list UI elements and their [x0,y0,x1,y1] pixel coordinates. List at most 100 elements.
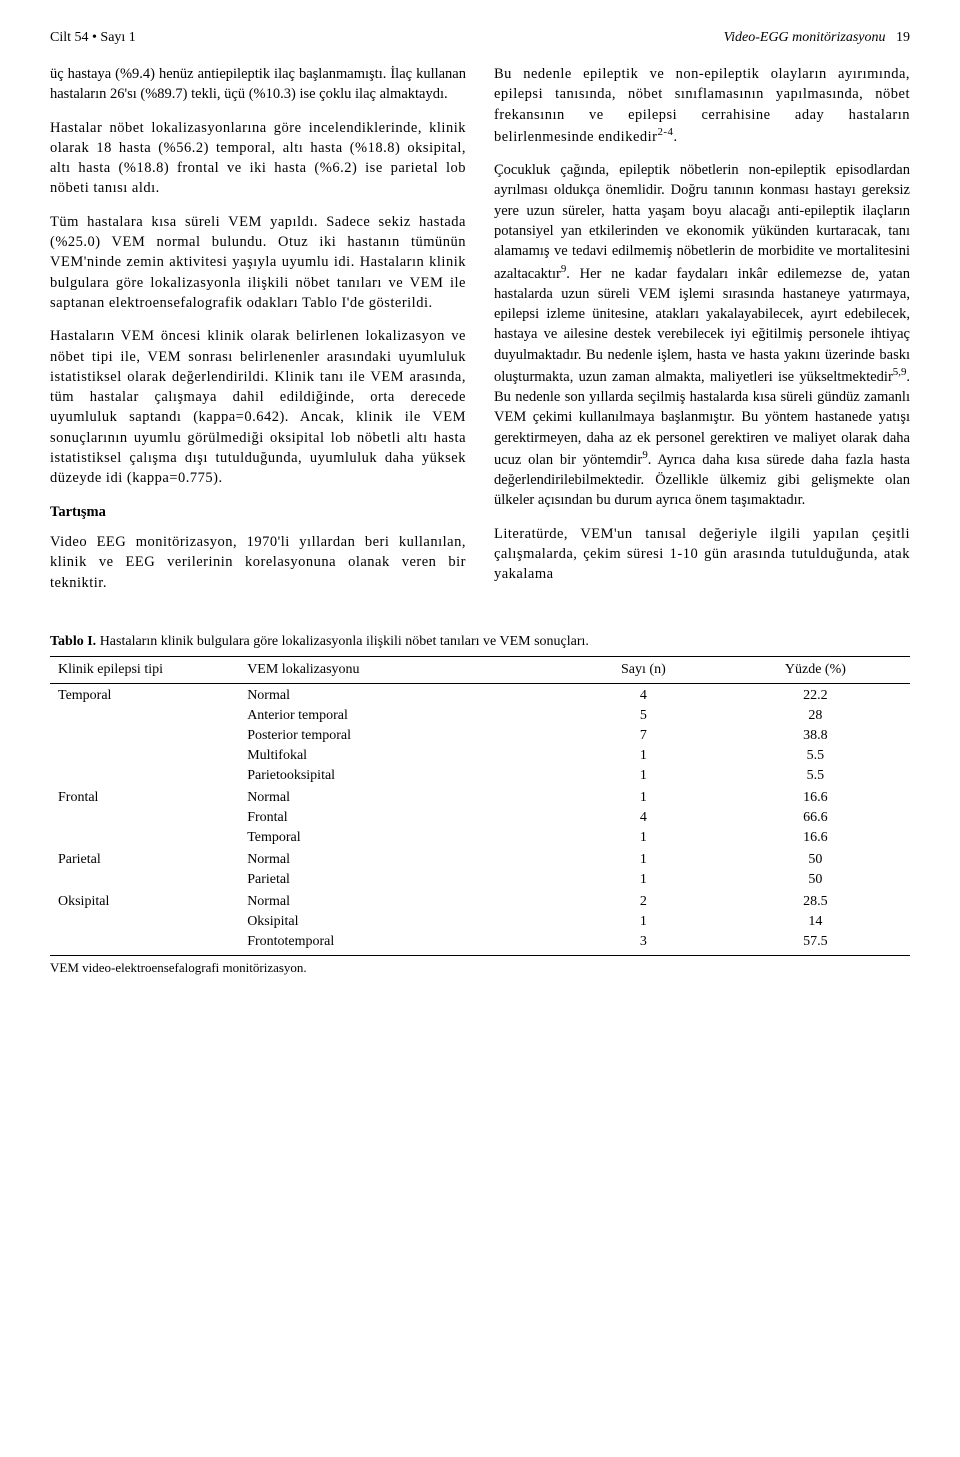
table-cell: Frontotemporal [239,932,566,955]
citation-sup: 2-4 [658,126,674,138]
table-cell: 1 [566,848,721,870]
table-row: Multifokal15.5 [50,746,910,766]
table-cell: 50 [721,848,910,870]
table-cell: 38.8 [721,726,910,746]
table-cell-group [50,828,239,848]
table-cell: 1 [566,828,721,848]
table-body: TemporalNormal422.2Anterior temporal528P… [50,683,910,955]
table-cell: Posterior temporal [239,726,566,746]
header-left: Cilt 54 • Sayı 1 [50,30,136,46]
table-row: Frontal466.6 [50,808,910,828]
paragraph: Bu nedenle epileptik ve non-epileptik ol… [494,64,910,147]
header-right-title: Video-EGG monitörizasyonu [724,30,886,45]
table-cell: 4 [566,808,721,828]
table-row: Parietal150 [50,870,910,890]
table-cell-group [50,766,239,786]
paragraph-text: Çocukluk çağında, epileptik nöbetlerin n… [494,162,910,281]
table-header-cell: Klinik epilepsi tipi [50,656,239,683]
table-cell: 16.6 [721,828,910,848]
paragraph: Hastaların VEM öncesi klinik olarak beli… [50,326,466,488]
paragraph-text: . Her ne kadar faydaları inkâr edilemezs… [494,265,910,384]
body-columns: üç hastaya (%9.4) henüz antiepileptik il… [50,64,910,606]
table-caption-text: Hastaların klinik bulgulara göre lokaliz… [96,634,589,649]
table-header-row: Klinik epilepsi tipi VEM lokalizasyonu S… [50,656,910,683]
table-cell-group: Frontal [50,786,239,808]
table-cell: 7 [566,726,721,746]
paragraph: Tüm hastalara kısa süreli VEM yapıldı. S… [50,212,466,313]
paragraph: Literatürde, VEM'un tanısal değeriyle il… [494,524,910,585]
table-cell-group: Oksipital [50,890,239,912]
right-column: Bu nedenle epileptik ve non-epileptik ol… [494,64,910,606]
table-row: Parietooksipital15.5 [50,766,910,786]
table-cell: 1 [566,870,721,890]
paragraph: Hastalar nöbet lokalizasyonlarına göre i… [50,118,466,199]
header-right: Video-EGG monitörizasyonu 19 [724,30,910,46]
table-cell: 4 [566,683,721,706]
table-cell: 5.5 [721,746,910,766]
table-cell: 57.5 [721,932,910,955]
table-cell: 5 [566,706,721,726]
table-cell-group [50,706,239,726]
table-cell: Normal [239,890,566,912]
table-cell-group [50,870,239,890]
table-cell: 14 [721,912,910,932]
table-cell: 3 [566,932,721,955]
table-footer: VEM video-elektroensefalografi monitöriz… [50,955,910,976]
table-cell: 5.5 [721,766,910,786]
table-cell: Anterior temporal [239,706,566,726]
table-header-cell: Yüzde (%) [721,656,910,683]
table-cell: Normal [239,786,566,808]
page-header: Cilt 54 • Sayı 1 Video-EGG monitörizasyo… [50,30,910,46]
section-heading: Tartışma [50,502,466,522]
table-row: TemporalNormal422.2 [50,683,910,706]
table-header-cell: Sayı (n) [566,656,721,683]
paragraph: Video EEG monitörizasyon, 1970'li yıllar… [50,532,466,593]
table-cell: Normal [239,848,566,870]
table-row: OksipitalNormal228.5 [50,890,910,912]
table-cell-group: Temporal [50,683,239,706]
table-cell: Temporal [239,828,566,848]
table-cell: Multifokal [239,746,566,766]
paragraph: üç hastaya (%9.4) henüz antiepileptik il… [50,64,466,105]
data-table: Klinik epilepsi tipi VEM lokalizasyonu S… [50,656,910,955]
page-number: 19 [896,30,910,45]
table-cell-group [50,808,239,828]
table-row: ParietalNormal150 [50,848,910,870]
table-cell: Parietal [239,870,566,890]
table-row: Anterior temporal528 [50,706,910,726]
table-cell-group: Parietal [50,848,239,870]
table-cell: 22.2 [721,683,910,706]
paragraph-text: . [673,129,677,145]
table-row: Frontotemporal357.5 [50,932,910,955]
table-cell-group [50,932,239,955]
table-cell: 16.6 [721,786,910,808]
table-cell: 28.5 [721,890,910,912]
table-cell: 28 [721,706,910,726]
table-caption-label: Tablo I. [50,634,96,649]
table-cell: Frontal [239,808,566,828]
paragraph: Çocukluk çağında, epileptik nöbetlerin n… [494,160,910,511]
table-cell: 66.6 [721,808,910,828]
table-row: Temporal116.6 [50,828,910,848]
table-cell: Parietooksipital [239,766,566,786]
table-cell: Oksipital [239,912,566,932]
left-column: üç hastaya (%9.4) henüz antiepileptik il… [50,64,466,606]
table-cell-group [50,726,239,746]
table-row: Posterior temporal738.8 [50,726,910,746]
table-row: FrontalNormal116.6 [50,786,910,808]
table-cell: 1 [566,786,721,808]
table-cell: 50 [721,870,910,890]
table-cell-group [50,746,239,766]
table-cell: 1 [566,766,721,786]
table-section: Tablo I. Hastaların klinik bulgulara gör… [50,634,910,976]
citation-sup: 5,9 [893,366,907,378]
table-cell: 1 [566,912,721,932]
table-cell-group [50,912,239,932]
table-cell: 1 [566,746,721,766]
table-cell: 2 [566,890,721,912]
table-row: Oksipital114 [50,912,910,932]
table-caption: Tablo I. Hastaların klinik bulgulara gör… [50,634,910,650]
table-header-cell: VEM lokalizasyonu [239,656,566,683]
table-cell: Normal [239,683,566,706]
paragraph-text: Bu nedenle epileptik ve non-epileptik ol… [494,66,910,145]
